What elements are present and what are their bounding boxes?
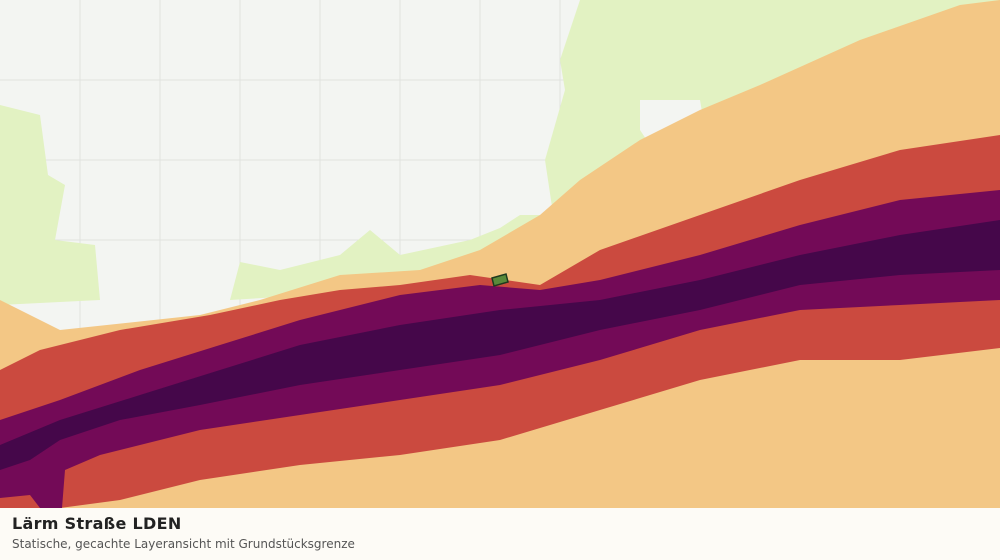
map xyxy=(0,0,1000,508)
noise-zone-70 xyxy=(0,220,1000,470)
parcel-boundary xyxy=(491,273,509,287)
caption: Lärm Straße LDEN Statische, gecachte Lay… xyxy=(0,508,1000,560)
caption-title: Lärm Straße LDEN xyxy=(12,514,182,533)
caption-subtitle: Statische, gecachte Layeransicht mit Gru… xyxy=(12,537,355,551)
